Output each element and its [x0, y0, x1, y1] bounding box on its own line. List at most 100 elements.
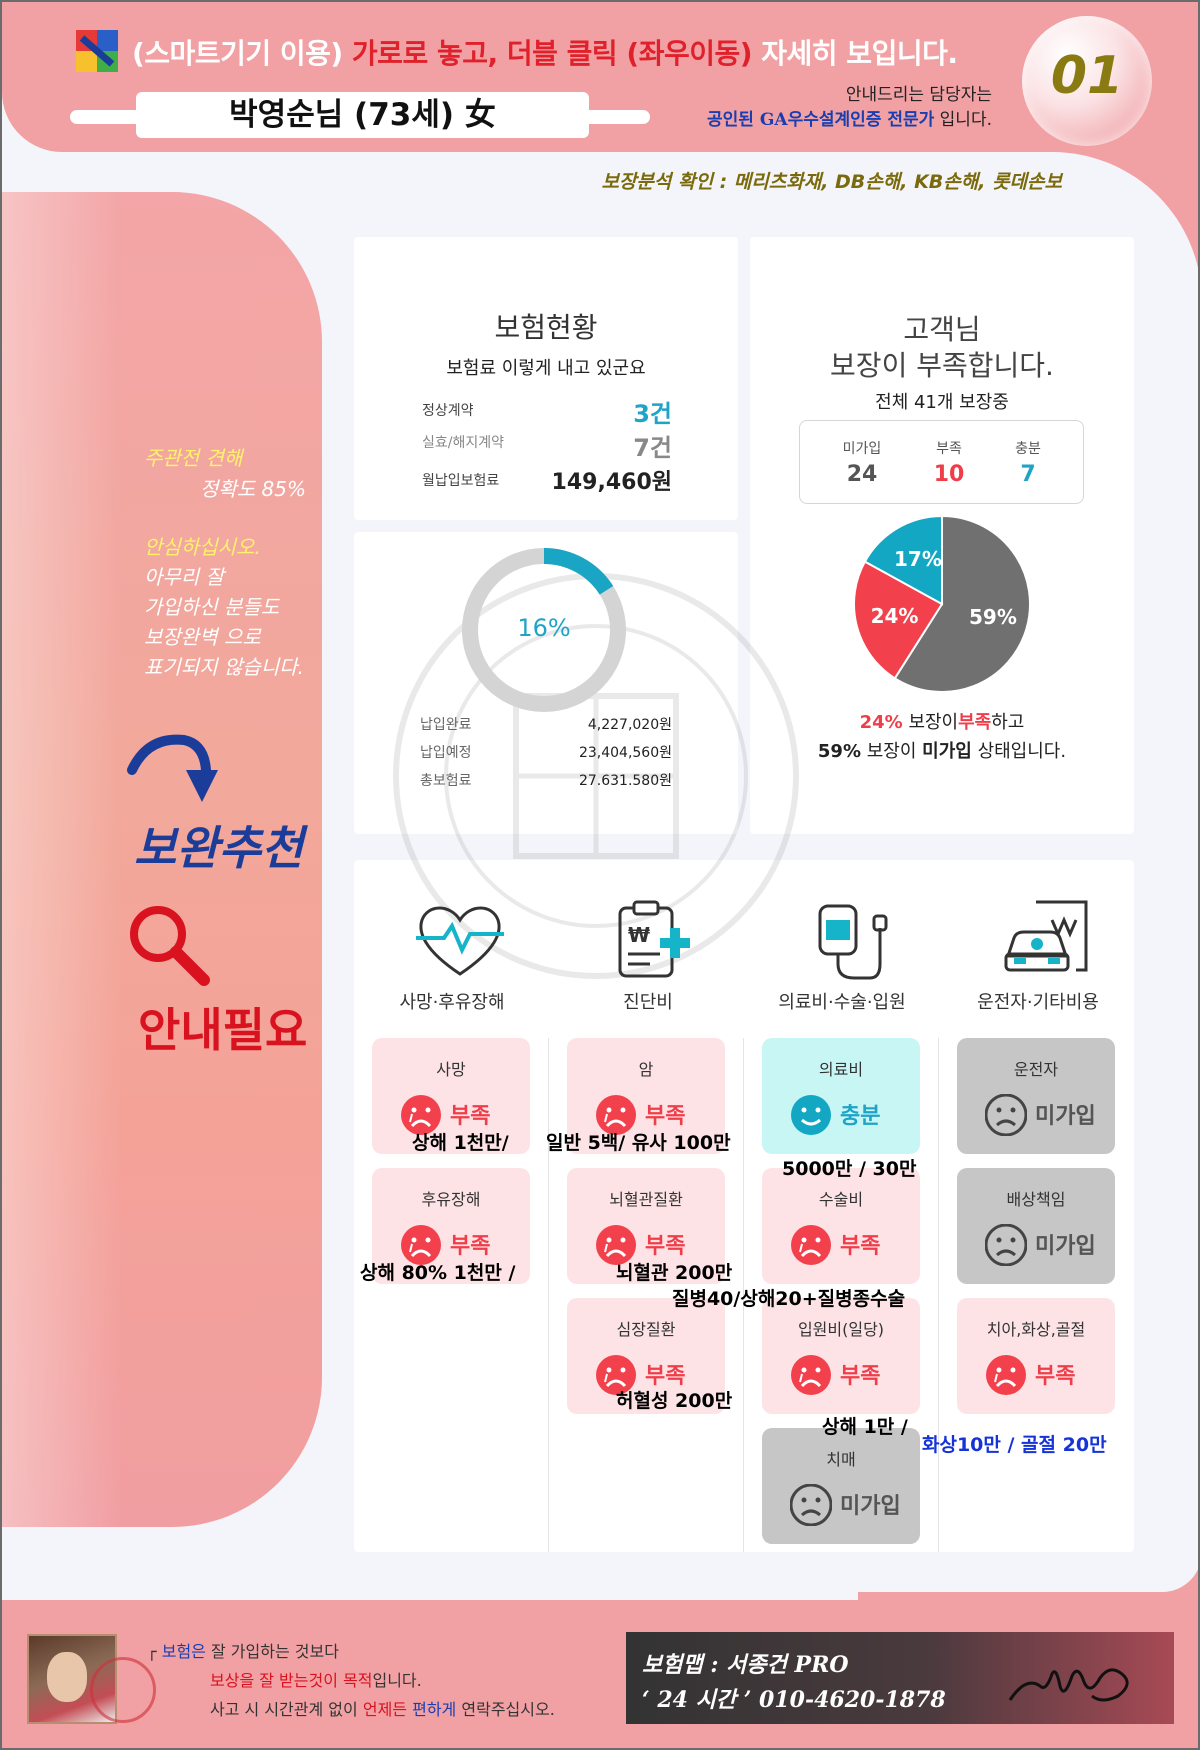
tile-hospital[interactable]: 입원비(일당) 부족 — [762, 1298, 920, 1414]
tile-name: 뇌혈관질환 — [609, 1190, 683, 1209]
page-number: 01 — [1050, 46, 1124, 106]
category-label-driver: 운전자·기타비용 — [977, 992, 1099, 1013]
note-hospital: 상해 1만 / — [822, 1416, 908, 1438]
tile-medical[interactable]: 의료비 충분 — [762, 1038, 920, 1154]
tile-name: 입원비(일당) — [797, 1320, 885, 1339]
manager-line1: 안내드리는 담당자는 — [845, 85, 992, 105]
summary2-bold: 미가입 — [922, 741, 972, 762]
category-label-medical: 의료비·수술·입원 — [778, 992, 906, 1013]
total-label: 총보험료 — [420, 773, 472, 789]
tile-status: 부족 — [1035, 1364, 1076, 1389]
monthly-value: 149,460원 — [551, 470, 672, 495]
stat-none-value: 24 — [846, 462, 878, 487]
tile-status: 미가입 — [840, 1494, 901, 1519]
summary1-mid: 보장이 — [908, 712, 959, 733]
stat-none: 미가입 24 — [822, 438, 902, 487]
tile-status: 부족 — [450, 1104, 491, 1129]
coverage-summary1: 24% 보장이부족하고 — [750, 708, 1134, 734]
logo-icon — [76, 30, 118, 72]
status-subtitle: 보험료 이렇게 내고 있군요 — [446, 358, 646, 379]
sad-face-icon — [596, 1355, 636, 1395]
tile-stroke[interactable]: 뇌혈관질환 부족 — [567, 1168, 725, 1284]
iv-bag-icon — [818, 904, 888, 980]
tile-name: 의료비 — [818, 1060, 864, 1079]
recommend-label: 보완추천 — [134, 821, 304, 875]
tile-name: 암 — [638, 1060, 654, 1079]
footer-line2: 보상을 잘 받는것이 목적입니다. — [210, 1667, 422, 1691]
coverage-subtitle: 전체 41개 보장중 — [875, 392, 1009, 413]
tile-name: 수술비 — [818, 1190, 864, 1209]
planned-label: 납입예정 — [420, 745, 472, 761]
stat-enough-label: 충분 — [1015, 441, 1041, 457]
planned-value: 23,404,560원 — [578, 745, 672, 761]
stat-lack-label: 부족 — [936, 441, 962, 457]
tile-dental[interactable]: 치아,화상,골절 부족 — [957, 1298, 1115, 1414]
insurers-line: 보장분석 확인 : 메리츠화재, DB손해, KB손해, 롯데손보 — [601, 171, 1062, 193]
left-panel — [2, 192, 322, 1527]
tile-name: 후유장해 — [421, 1190, 481, 1209]
note-surgery: 질병40/상해20+질병종수술 — [672, 1288, 906, 1310]
tile-disability[interactable]: 후유장해 부족 — [372, 1168, 530, 1284]
sad-face-icon — [791, 1225, 831, 1265]
note-death: 상해 1천만/ — [412, 1132, 509, 1154]
tile-status: 부족 — [645, 1234, 686, 1259]
sad-face-icon — [596, 1095, 636, 1135]
headline-prefix: (스마트기기 이용) — [132, 37, 343, 70]
contact-name: 보험맵 : 서종건 PRO — [642, 1652, 849, 1678]
summary2-end: 상태입니다. — [977, 741, 1067, 762]
footer-line3-end: 연락주십시오. — [461, 1700, 555, 1719]
tile-death[interactable]: 사망 부족 — [372, 1038, 530, 1154]
category-label-diagnosis: 진단비 — [623, 992, 673, 1013]
pie-label-2: 17% — [894, 547, 942, 572]
lapsed-value: 7건 — [633, 434, 672, 462]
frown-face-icon — [790, 1484, 832, 1526]
tile-name: 심장질환 — [616, 1320, 676, 1339]
headline-red: 가로로 놓고, 더블 클릭 (좌우이동) — [351, 37, 753, 70]
tile-status: 미가입 — [1035, 1104, 1096, 1129]
summary1-pct: 24% — [859, 712, 903, 733]
coverage-summary2: 59% 보장이 미가입 상태입니다. — [750, 737, 1134, 763]
footer-line1: ┌ 보험은 잘 가입하는 것보다 — [147, 1642, 339, 1661]
tile-liability[interactable]: 배상책임 미가입 — [957, 1168, 1115, 1284]
tile-surgery[interactable]: 수술비 부족 — [762, 1168, 920, 1284]
note-medical: 5000만 / 30만 — [782, 1158, 917, 1180]
tile-status: 부족 — [840, 1234, 881, 1259]
tile-status: 부족 — [450, 1234, 491, 1259]
coverage-title-line2: 보장이 부족합니다. — [830, 349, 1054, 382]
sad-face-icon — [986, 1355, 1026, 1395]
tile-cancer[interactable]: 암 부족 — [567, 1038, 725, 1154]
manager-line2: 공인된 GA우수설계인증 전문가 입니다. — [707, 105, 992, 130]
sad-face-icon — [596, 1225, 636, 1265]
tile-name: 배상책임 — [1006, 1190, 1066, 1209]
lapsed-label: 실효/해지계약 — [422, 435, 504, 451]
donut-percent: 16% — [517, 614, 571, 642]
column-divider — [743, 1038, 744, 1552]
footer-line2-red: 보상을 잘 받는것이 목적 — [210, 1671, 373, 1690]
tile-heart[interactable]: 심장질환 부족 — [567, 1298, 725, 1414]
stamp-icon — [90, 1657, 156, 1723]
coverage-title-line1: 고객님 — [903, 313, 981, 346]
tile-driver[interactable]: 운전자 미가입 — [957, 1038, 1115, 1154]
magnifier-icon — [130, 906, 210, 986]
payment-donut — [462, 548, 626, 712]
column-divider — [938, 1038, 939, 1552]
coverage-stats-box — [799, 420, 1084, 504]
normal-label: 정상계약 — [422, 403, 474, 419]
footer-line1-end: 잘 가입하는 것보다 — [210, 1642, 339, 1661]
car-document-icon — [1004, 900, 1088, 972]
note-stroke: 뇌혈관 200만 — [616, 1262, 733, 1284]
signature-icon — [1008, 1668, 1129, 1702]
coverage-pie-chart — [853, 514, 1031, 693]
tile-dementia[interactable]: 치매 미가입 — [762, 1428, 920, 1544]
sad-face-icon — [401, 1095, 441, 1135]
frown-face-icon — [985, 1094, 1027, 1136]
reassure-line: 보장완벽 으로 — [144, 625, 261, 649]
headline: (스마트기기 이용) 가로로 놓고, 더블 클릭 (좌우이동) 자세히 보입니다… — [132, 32, 958, 72]
footer-line1-blue: 보험은 — [161, 1642, 206, 1661]
contact-phone[interactable]: ‘ 24 시간 ’ 010-4620-1878 — [642, 1687, 946, 1713]
happy-face-icon — [791, 1095, 831, 1135]
tile-status: 부족 — [840, 1364, 881, 1389]
tile-status: 부족 — [645, 1364, 686, 1389]
paid-label: 납입완료 — [420, 717, 472, 733]
